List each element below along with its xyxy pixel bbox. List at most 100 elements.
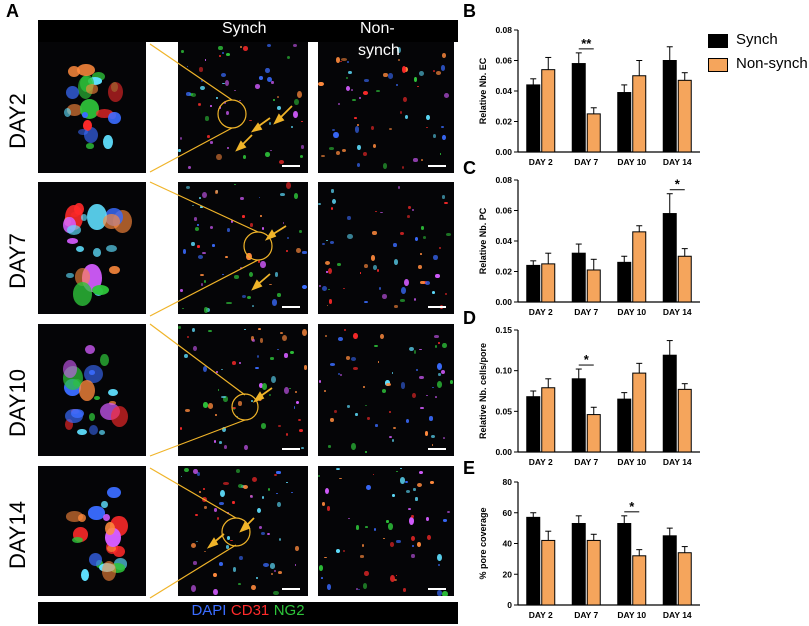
cell-signal bbox=[213, 507, 218, 512]
cell-signal bbox=[81, 111, 88, 118]
cell-signal bbox=[109, 563, 125, 573]
cell-signal bbox=[204, 551, 207, 553]
cell-signal bbox=[325, 270, 329, 273]
cell-signal bbox=[202, 252, 207, 255]
cell-signal bbox=[400, 468, 403, 470]
scale-bar bbox=[428, 588, 446, 590]
micrograph-tile bbox=[38, 466, 146, 596]
cell-signal bbox=[100, 354, 109, 367]
cell-signal bbox=[372, 265, 378, 271]
cell-signal bbox=[65, 85, 79, 99]
cell-signal bbox=[276, 471, 281, 474]
cell-signal bbox=[238, 483, 244, 489]
cell-signal bbox=[108, 81, 124, 102]
cell-signal bbox=[220, 490, 226, 498]
cell-signal bbox=[239, 100, 241, 101]
cell-signal bbox=[108, 266, 120, 275]
cell-signal bbox=[405, 419, 409, 424]
cell-signal bbox=[363, 386, 366, 388]
zoom-line bbox=[149, 127, 233, 173]
cell-signal bbox=[438, 341, 441, 345]
cell-signal bbox=[327, 506, 331, 511]
bar bbox=[526, 84, 541, 153]
cell-signal bbox=[277, 425, 281, 427]
cell-signal bbox=[347, 61, 350, 64]
cell-signal bbox=[408, 205, 412, 210]
cell-signal bbox=[329, 240, 334, 244]
y-tick-label: 0.06 bbox=[495, 206, 512, 216]
cell-signal bbox=[202, 365, 208, 373]
cell-signal bbox=[202, 487, 205, 491]
cell-signal bbox=[348, 70, 352, 74]
cell-signal bbox=[223, 445, 227, 450]
cell-signal bbox=[302, 328, 307, 336]
cell-signal bbox=[430, 435, 435, 439]
cell-signal bbox=[66, 104, 83, 116]
cell-signal bbox=[397, 186, 400, 189]
cell-signal bbox=[413, 350, 417, 354]
cell-signal bbox=[265, 152, 271, 157]
cell-signal bbox=[388, 127, 393, 130]
y-tick-label: 0.04 bbox=[495, 86, 512, 96]
cell-signal bbox=[224, 101, 227, 104]
y-tick-label: 80 bbox=[503, 477, 513, 487]
cell-signal bbox=[408, 508, 412, 511]
cell-signal bbox=[98, 429, 106, 435]
cell-signal bbox=[343, 328, 346, 331]
cell-signal bbox=[107, 486, 121, 498]
cell-signal bbox=[92, 284, 110, 296]
cell-signal bbox=[268, 283, 272, 286]
cell-signal bbox=[443, 437, 446, 439]
cell-signal bbox=[212, 573, 217, 578]
cell-signal bbox=[348, 518, 351, 520]
cell-signal bbox=[93, 248, 102, 257]
cell-signal bbox=[187, 335, 189, 339]
cell-signal bbox=[210, 105, 213, 107]
cell-signal bbox=[391, 371, 394, 374]
cell-signal bbox=[217, 517, 220, 520]
cell-signal bbox=[327, 289, 330, 291]
cell-signal bbox=[339, 477, 342, 480]
cell-signal bbox=[414, 237, 418, 242]
cell-signal bbox=[388, 435, 392, 438]
scale-bar bbox=[428, 448, 446, 450]
cell-signal bbox=[220, 395, 226, 399]
cell-signal bbox=[259, 526, 263, 530]
cell-signal bbox=[243, 155, 247, 160]
column-header-nonsynch-line2: synch bbox=[358, 42, 400, 59]
cell-signal bbox=[256, 355, 260, 359]
cell-signal bbox=[409, 346, 415, 352]
bar bbox=[571, 523, 586, 606]
cell-signal bbox=[388, 411, 391, 414]
cell-signal bbox=[406, 215, 411, 219]
cell-signal bbox=[76, 64, 96, 77]
cell-signal bbox=[347, 215, 351, 220]
x-tick-label: DAY 2 bbox=[529, 610, 553, 620]
cell-signal bbox=[196, 223, 199, 226]
cell-signal bbox=[80, 568, 89, 581]
cell-signal bbox=[417, 542, 422, 548]
cell-signal bbox=[338, 336, 343, 341]
cell-signal bbox=[437, 554, 442, 561]
cell-signal bbox=[243, 484, 249, 490]
bar bbox=[586, 113, 601, 153]
cell-signal bbox=[441, 53, 447, 58]
cell-signal bbox=[359, 96, 361, 100]
cell-signal bbox=[204, 505, 207, 509]
cell-signal bbox=[435, 344, 438, 348]
cell-signal bbox=[287, 237, 290, 240]
cell-signal bbox=[73, 202, 84, 215]
cell-signal bbox=[265, 67, 270, 74]
cell-signal bbox=[393, 243, 397, 247]
cell-signal bbox=[87, 203, 107, 231]
panel-label-c: C bbox=[463, 158, 476, 178]
cell-signal bbox=[417, 86, 420, 88]
cell-signal bbox=[302, 285, 308, 290]
cell-signal bbox=[417, 482, 423, 487]
cell-signal bbox=[108, 388, 119, 396]
stain-legend-bar: DAPI CD31 NG2 bbox=[38, 602, 458, 624]
x-tick-label: DAY 14 bbox=[663, 610, 692, 620]
cell-signal bbox=[286, 481, 289, 484]
cell-signal bbox=[222, 52, 225, 54]
cell-signal bbox=[350, 442, 357, 451]
